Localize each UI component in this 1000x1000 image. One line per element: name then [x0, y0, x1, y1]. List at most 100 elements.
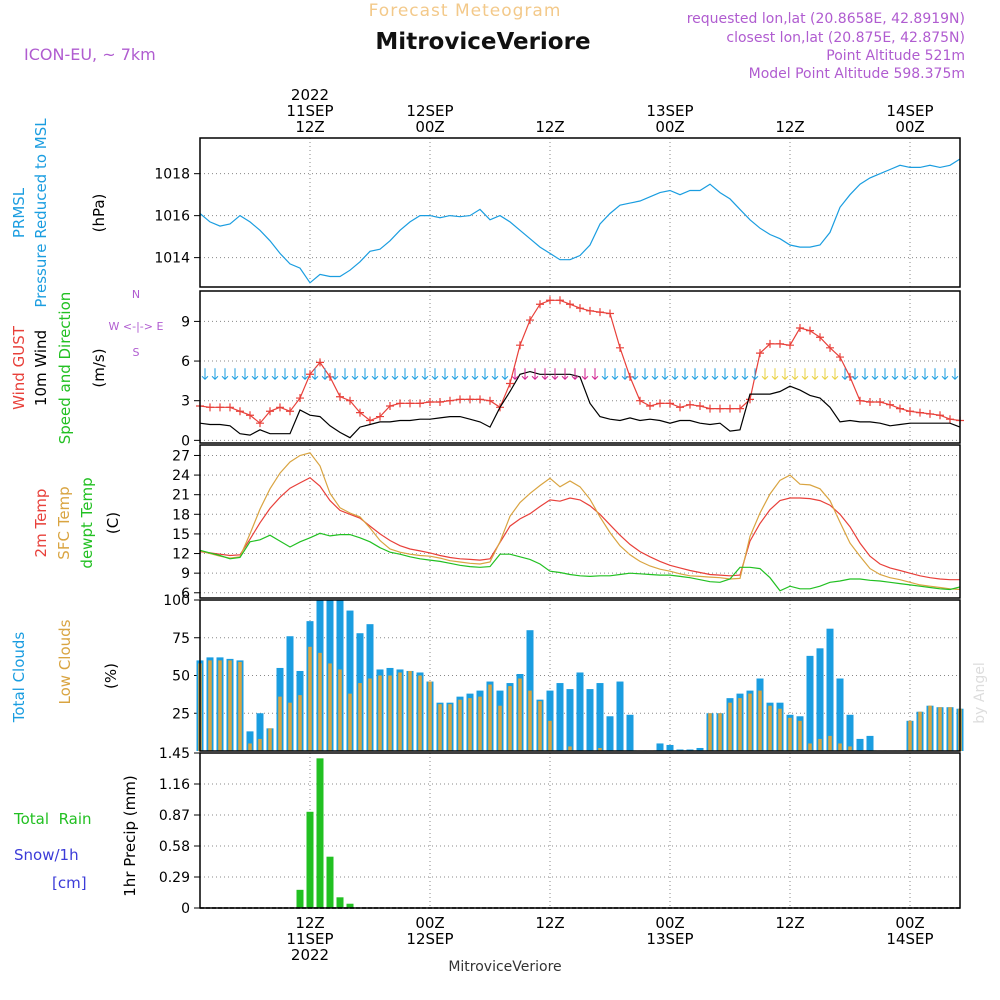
wind-arrow [271, 368, 279, 380]
gust-marker [896, 404, 904, 413]
panel-2: 6 9 12 15 18 21 24 27 [172, 444, 961, 602]
bar [856, 738, 864, 751]
bar [316, 758, 324, 908]
bar [548, 720, 552, 751]
bar [238, 661, 242, 751]
y-tick-label: 9 [181, 314, 190, 330]
gust-marker [726, 404, 734, 413]
bar [808, 743, 812, 751]
bar [666, 744, 674, 751]
y-tick-label: 100 [163, 593, 190, 609]
gust-marker [486, 396, 494, 405]
wind-arrow [391, 368, 399, 380]
bar [818, 738, 822, 751]
bar [346, 610, 354, 751]
gust-marker [506, 379, 514, 388]
gust-marker [716, 404, 724, 413]
wind-arrow [401, 368, 409, 380]
bar [596, 683, 604, 751]
wind-arrow [411, 368, 419, 380]
top-time-label: 00Z [415, 118, 444, 136]
wind-speed-dir-label: Speed and Direction [56, 292, 74, 445]
y-tick-label: 18 [172, 507, 190, 523]
gust-marker [296, 394, 304, 403]
panel-0: 1014 1016 1018 [154, 137, 961, 288]
wind-arrow [671, 368, 679, 380]
temp-sfc-label: SFC Temp [55, 486, 73, 559]
wind-arrow [481, 368, 489, 380]
gust-marker [596, 308, 604, 317]
bar [696, 747, 704, 751]
bar [566, 689, 574, 751]
wind-arrow [211, 368, 219, 380]
bar [586, 689, 594, 751]
wind-arrow [201, 368, 209, 380]
low-clouds-label: Low Clouds [56, 619, 74, 704]
gust-marker [426, 398, 434, 407]
bar [228, 660, 232, 751]
wind-arrow [461, 368, 469, 380]
gust-marker [346, 396, 354, 405]
bar [826, 628, 834, 751]
gust-marker [376, 412, 384, 421]
prmsl-label: PRMSL [10, 187, 28, 238]
gust-marker [286, 407, 294, 416]
bottom-time-label: 12Z [535, 914, 564, 932]
bar [256, 713, 264, 751]
bar [738, 698, 742, 751]
bar [518, 678, 522, 751]
station-title: MitroviceVeriore [375, 29, 590, 55]
wind-arrow [501, 368, 509, 380]
bar [408, 670, 412, 751]
precip-axis-label: 1hr Precip (mm) [121, 775, 139, 896]
cm-unit-label: [cm] [52, 874, 87, 892]
wind-arrow [711, 368, 719, 380]
wind-arrow [591, 368, 599, 380]
temp-labels: 2m Temp SFC Temp dewpt Temp (C) [32, 477, 122, 568]
bar [606, 716, 614, 751]
bar [806, 655, 814, 751]
y-tick-label: 9 [181, 566, 190, 582]
bar [816, 648, 824, 751]
wind-arrow [951, 368, 959, 380]
hpa-unit-label: (hPa) [90, 194, 108, 233]
gust-marker [916, 408, 924, 417]
gust-marker [216, 403, 224, 412]
bottom-time-label: 00Z [655, 914, 684, 932]
top-time-label: 12SEP [406, 102, 453, 120]
gust-marker [696, 401, 704, 410]
wind-10m-label: 10m Wind [32, 330, 50, 406]
wind-arrow [221, 368, 229, 380]
gust-marker [946, 415, 954, 424]
y-tick-label: 12 [172, 547, 190, 563]
forecast-title: Forecast Meteogram [369, 1, 562, 21]
wind-arrow [611, 368, 619, 380]
wind-arrow [811, 368, 819, 380]
y-tick-label: 0.29 [159, 870, 190, 886]
wind-arrow [921, 368, 929, 380]
gust-marker [736, 404, 744, 413]
gust-marker [936, 411, 944, 420]
pressure-msl-label: Pressure Reduced to MSL [32, 118, 50, 308]
bar [208, 660, 212, 751]
gust-marker [336, 392, 344, 401]
bar [398, 672, 402, 751]
wind-labels: Wind GUST 10m Wind Speed and Direction (… [10, 288, 163, 444]
bar [368, 678, 372, 751]
wind-arrow [531, 368, 539, 380]
gust-marker [706, 404, 714, 413]
top-time-label: 12Z [295, 118, 324, 136]
gust-marker [236, 407, 244, 416]
bar [728, 702, 732, 751]
wind-arrow [381, 368, 389, 380]
wind-arrow [761, 368, 769, 380]
gust-marker [446, 396, 454, 405]
bar [328, 663, 332, 751]
gust-marker [206, 403, 214, 412]
compass-n: N [132, 288, 140, 301]
bar [626, 714, 634, 751]
wind-arrow [311, 368, 319, 380]
bar [778, 708, 782, 751]
bar [598, 747, 602, 751]
